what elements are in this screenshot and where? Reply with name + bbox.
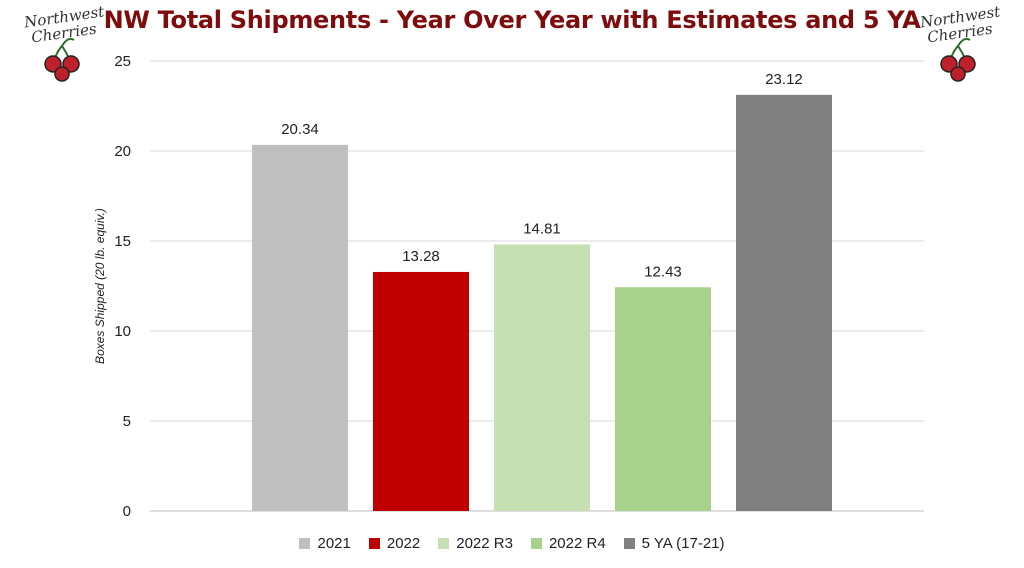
legend-item: 2022 R3 — [438, 535, 513, 552]
y-tick-label: 25 — [114, 53, 131, 70]
legend-item: 2021 — [299, 535, 351, 552]
legend-item: 5 YA (17-21) — [623, 535, 725, 552]
bar — [615, 287, 711, 511]
y-tick-label: 15 — [114, 233, 131, 250]
data-label: 12.43 — [644, 263, 682, 280]
legend-label: 2022 — [386, 535, 421, 552]
legend-label: 2022 R3 — [456, 535, 513, 552]
bar — [252, 144, 348, 511]
legend-label: 2021 — [317, 535, 351, 552]
legend-swatch — [368, 538, 380, 549]
data-label: 23.12 — [765, 71, 803, 88]
bar — [736, 94, 832, 511]
legend-label: 2022 R4 — [548, 535, 606, 552]
y-axis-label: Boxes Shipped (20 lb. equiv.) — [93, 208, 107, 364]
legend-label: 5 YA (17-21) — [641, 535, 725, 552]
bar — [373, 271, 469, 511]
legend-swatch — [623, 538, 635, 549]
data-label: 13.28 — [402, 248, 440, 265]
y-tick-label: 20 — [114, 143, 131, 160]
bar — [494, 244, 590, 512]
cherry-icon — [44, 37, 80, 82]
y-tick-label: 10 — [114, 323, 131, 340]
northwest-cherries-logo: Northwest Cherries — [919, 2, 1001, 82]
legend-item: 2022 — [368, 535, 421, 552]
cherry-icon — [940, 37, 976, 82]
legend-item: 2022 R4 — [530, 535, 606, 552]
legend-swatch — [438, 538, 450, 549]
chart-title: NW Total Shipments - Year Over Year with… — [103, 6, 921, 34]
data-label: 20.34 — [281, 121, 319, 138]
northwest-cherries-logo: Northwest Cherries — [23, 2, 105, 82]
legend-swatch — [530, 538, 542, 549]
data-label: 14.81 — [523, 220, 561, 237]
y-tick-label: 0 — [123, 503, 131, 520]
y-tick-label: 5 — [123, 413, 131, 430]
legend-swatch — [299, 538, 311, 549]
chart-legend: 2021 2022 2022 R3 2022 R4 5 YA (17-21) — [0, 535, 1024, 552]
